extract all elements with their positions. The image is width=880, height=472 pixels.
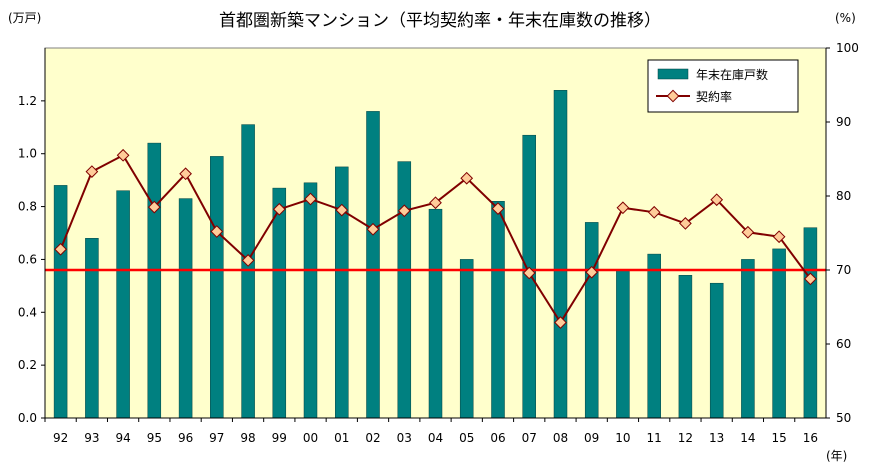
bar-15 [772, 248, 786, 419]
rate-point-00 [304, 192, 317, 206]
right-axis-unit: (%) [835, 11, 856, 25]
x-tick-label: 07 [522, 431, 537, 445]
left-tick-label: 1.0 [18, 147, 37, 161]
right-tick-label: 80 [836, 189, 851, 203]
rate-point-11 [647, 205, 661, 219]
x-tick-label: 96 [178, 431, 193, 445]
x-tick-label: 11 [647, 431, 662, 445]
bar-98 [241, 124, 255, 419]
line-series-group [54, 148, 817, 329]
rate-point-97 [210, 225, 224, 238]
legend-line-marker [666, 89, 680, 103]
x-tick-label: 08 [553, 431, 568, 445]
x-tick-label: 99 [272, 431, 287, 445]
bar-06 [491, 201, 505, 419]
left-tick-label: 1.2 [18, 94, 37, 108]
bar-02 [366, 111, 380, 419]
rate-point-94 [116, 148, 130, 162]
rate-point-12 [679, 217, 692, 230]
x-tick-label: 98 [240, 431, 255, 445]
rate-point-98 [241, 254, 255, 267]
bar-92 [53, 185, 68, 419]
bar-94 [116, 190, 130, 419]
x-tick-label: 04 [428, 431, 443, 445]
x-tick-label: 95 [147, 431, 162, 445]
axes-group: 0.0 0.2 0.4 0.6 0.8 1.0 1.2 50 60 70 80 90 100 92 93 94… [18, 41, 859, 445]
legend-box [647, 59, 799, 113]
left-tick-label: 0.2 [18, 358, 37, 372]
rate-point-13 [710, 193, 724, 207]
x-tick-label: 92 [53, 431, 68, 445]
x-tick-label: 03 [397, 431, 412, 445]
rate-point-92 [54, 242, 67, 256]
chart-title: 首都圏新築マンション（平均契約率・年末在庫数の推移） [219, 11, 661, 31]
x-tick-label: 05 [459, 431, 474, 445]
bar-11 [647, 253, 661, 419]
legend: 年末在庫戸数 契約率 [647, 59, 799, 113]
left-tick-label: 0.8 [18, 200, 37, 214]
x-tick-label: 02 [365, 431, 380, 445]
rate-point-03 [397, 204, 411, 218]
x-tick-label: 06 [490, 431, 505, 445]
x-tick-label: 97 [209, 431, 224, 445]
bar-08 [553, 90, 568, 419]
left-tick-label: 0.0 [18, 411, 37, 425]
rate-point-05 [460, 171, 474, 185]
bar-14 [741, 259, 755, 419]
rate-point-95 [147, 200, 161, 214]
rate-point-07 [522, 266, 536, 280]
x-tick-label: 14 [740, 431, 755, 445]
x-tick-label: 93 [84, 431, 99, 445]
right-tick-label: 90 [836, 115, 851, 129]
bar-03 [397, 161, 412, 419]
bar-93 [85, 238, 99, 419]
x-tick-label: 01 [334, 431, 349, 445]
rate-point-93 [85, 165, 99, 178]
bar-10 [616, 269, 630, 419]
left-tick-label: 0.4 [18, 305, 37, 319]
x-tick-label: 12 [678, 431, 693, 445]
right-tick-label: 50 [836, 411, 851, 425]
bar-12 [678, 275, 693, 419]
x-axis-unit: (年) [826, 449, 847, 463]
rate-point-02 [366, 222, 380, 236]
right-tick-label: 100 [836, 41, 859, 55]
bar-04 [428, 208, 443, 419]
x-tick-label: 13 [709, 431, 724, 445]
bar-09 [584, 222, 599, 419]
bar-96 [178, 198, 193, 419]
bar-05 [459, 259, 474, 419]
left-tick-label: 0.6 [18, 252, 37, 266]
bar-97 [210, 156, 224, 419]
rate-point-15 [772, 230, 786, 244]
rate-point-01 [335, 203, 349, 217]
legend-bar-swatch [657, 68, 689, 80]
bar-16 [803, 227, 818, 419]
right-tick-label: 70 [836, 263, 851, 277]
bar-95 [147, 142, 162, 419]
x-tick-label: 09 [584, 431, 599, 445]
bar-00 [303, 182, 318, 419]
rate-point-08 [554, 316, 567, 329]
bar-99 [272, 187, 287, 419]
left-axis-unit: (万戸) [8, 11, 41, 25]
legend-bar-label: 年末在庫戸数 [696, 67, 768, 82]
x-tick-label: 16 [803, 431, 818, 445]
rate-point-06 [491, 202, 505, 215]
legend-line-label: 契約率 [696, 89, 732, 104]
rate-point-16 [804, 272, 817, 286]
right-tick-label: 60 [836, 337, 851, 351]
rate-point-04 [429, 196, 442, 210]
x-tick-label: 10 [615, 431, 630, 445]
rate-point-10 [616, 201, 630, 215]
x-tick-label: 15 [771, 431, 786, 445]
bar-13 [709, 282, 724, 419]
rate-point-09 [585, 265, 599, 279]
x-tick-label: 00 [303, 431, 318, 445]
rate-point-96 [179, 167, 192, 181]
x-tick-label: 94 [115, 431, 130, 445]
rate-point-14 [741, 225, 755, 239]
rate-point-99 [272, 202, 286, 216]
